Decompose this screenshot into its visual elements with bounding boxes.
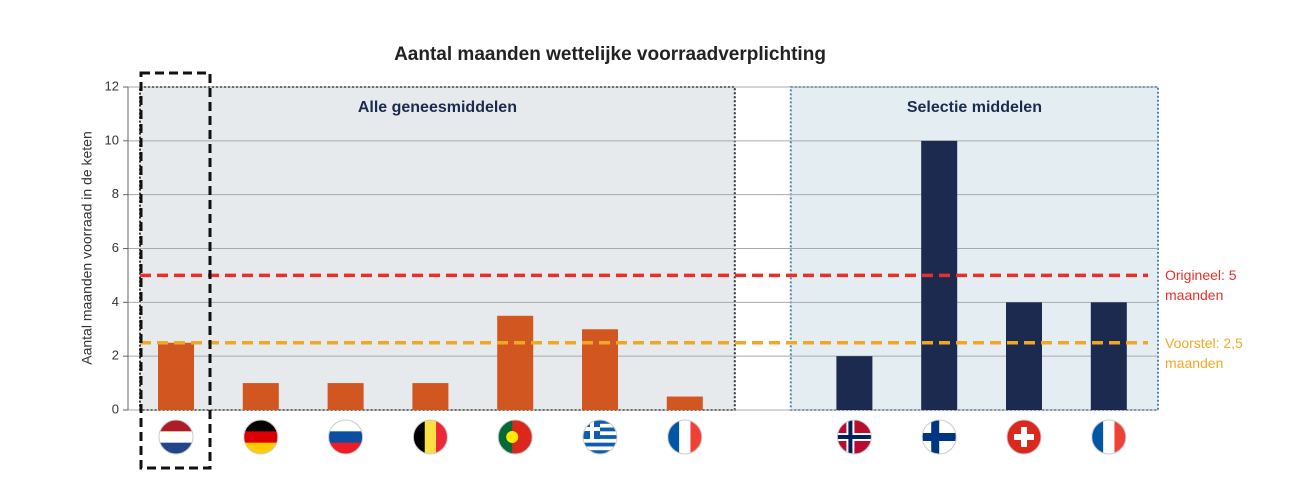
flag-rim (497, 419, 533, 455)
flag-part (436, 420, 448, 454)
flag-part (1021, 427, 1027, 447)
highlight-box (139, 71, 212, 470)
flag-rim (836, 419, 872, 455)
flag-part (583, 438, 617, 443)
flag-part (328, 431, 363, 444)
flag-part (424, 420, 437, 454)
flag-part (328, 420, 363, 432)
flag-part (690, 420, 702, 454)
y-tick-label: 8 (112, 186, 119, 201)
flag-rim (158, 419, 194, 455)
reference-label: Voorstel: 2,5 maanden (1165, 334, 1243, 371)
flag-part (837, 435, 872, 439)
reference-label: Origineel: 5 maanden (1165, 267, 1237, 304)
flag-part (1103, 420, 1115, 454)
bar (158, 342, 194, 410)
bar (836, 356, 873, 410)
y-tick-label: 6 (112, 240, 119, 255)
flag (159, 420, 193, 454)
flag-part (679, 420, 691, 454)
flag-part (159, 420, 193, 432)
bar (242, 383, 279, 410)
y-tick-label: 0 (112, 401, 119, 416)
flag-part (583, 442, 617, 447)
bar (497, 315, 534, 410)
y-tick-label: 10 (105, 132, 119, 147)
bar (666, 396, 703, 410)
flag-part (667, 420, 680, 454)
flag-rim (412, 419, 448, 455)
flag-part (498, 420, 513, 454)
flag-rim (667, 419, 703, 455)
flag-rim (1091, 419, 1127, 455)
flag-part (583, 450, 617, 454)
flag (837, 420, 872, 454)
y-tick-label: 4 (112, 294, 119, 309)
bar (1090, 302, 1127, 410)
y-tick-label: 2 (112, 348, 119, 363)
panel-title: Alle geneesmiddelen (358, 99, 517, 116)
flag (922, 420, 957, 454)
flag (1007, 420, 1041, 454)
flag-part (159, 442, 193, 454)
flag-part (243, 420, 278, 432)
bar (327, 383, 364, 410)
bar (1006, 302, 1042, 410)
y-axis-label: Aantal maanden voorraad in de keten (79, 131, 95, 365)
flag-part (243, 442, 278, 454)
flag-part (583, 446, 617, 451)
flag-part (1114, 420, 1126, 454)
flag (243, 420, 278, 454)
flag (498, 420, 533, 454)
flag-part (848, 420, 853, 454)
flag-part (328, 442, 363, 454)
flag (328, 420, 363, 454)
flag-part (413, 420, 426, 454)
flag (1091, 420, 1126, 454)
flag-rim (243, 419, 279, 455)
flag-part (506, 431, 519, 443)
flag-rim (1006, 419, 1042, 455)
bar (412, 383, 449, 410)
flag-part (159, 431, 193, 444)
flag-part (1091, 420, 1104, 454)
flag-rim (328, 419, 364, 455)
flag (667, 420, 702, 454)
flag-part (931, 420, 940, 454)
panel-title: Selectie middelen (907, 99, 1042, 116)
flag (413, 420, 448, 454)
y-tick-label: 12 (105, 78, 119, 93)
flag-rim (921, 419, 957, 455)
flag-part (243, 431, 278, 444)
flag-rim (582, 419, 618, 455)
chart-title: Aantal maanden wettelijke voorraadverpli… (394, 44, 826, 65)
flag-part (590, 420, 594, 439)
flag (583, 420, 617, 454)
